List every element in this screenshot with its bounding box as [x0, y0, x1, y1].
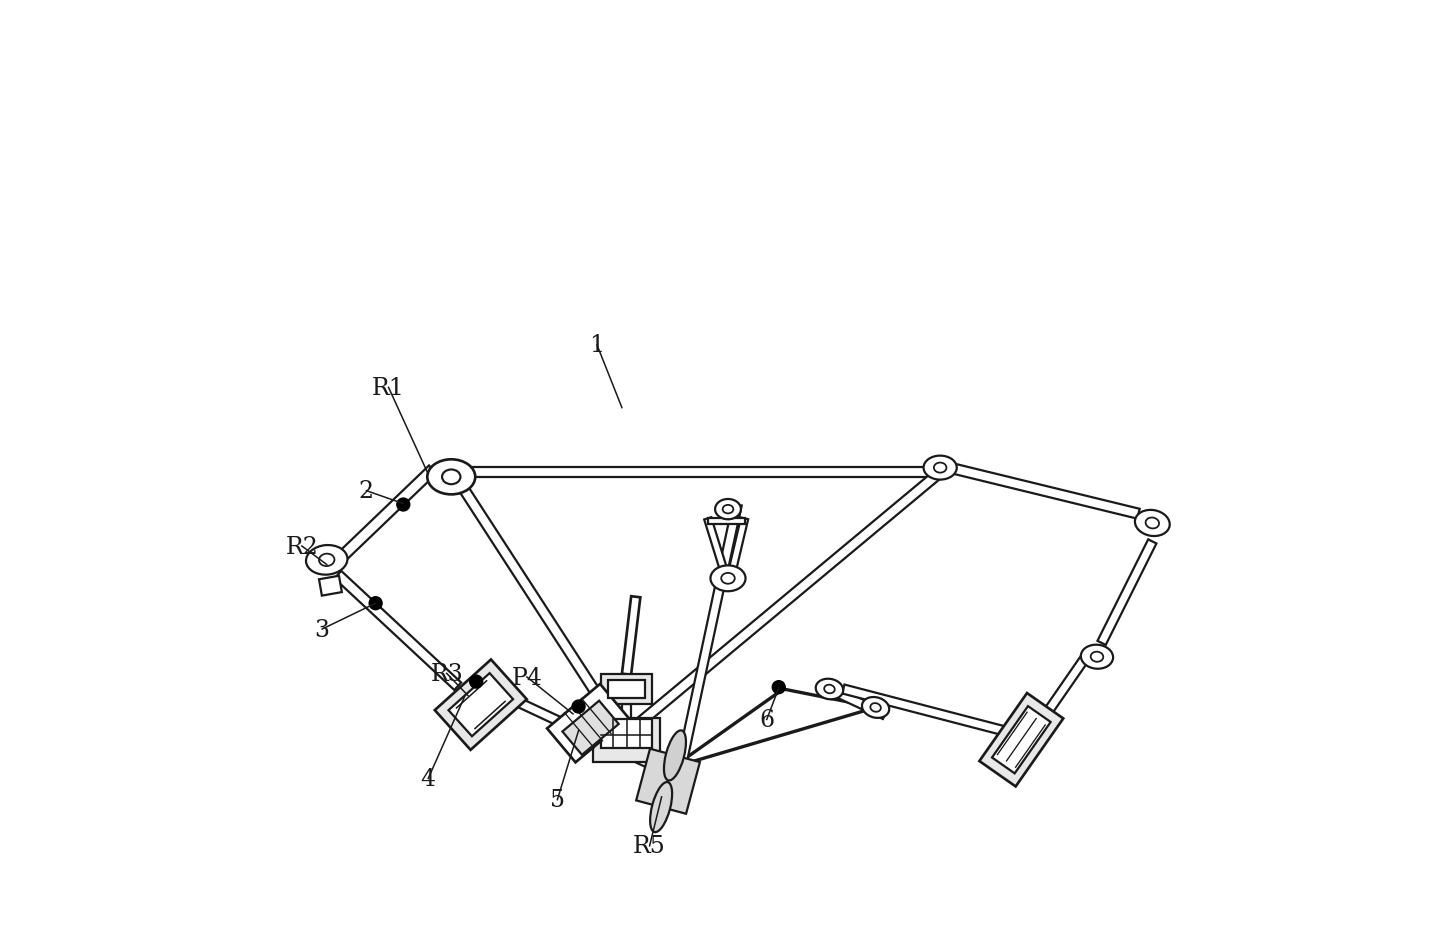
Text: 6: 6: [759, 708, 775, 731]
Text: 2: 2: [358, 479, 374, 502]
Polygon shape: [448, 673, 513, 736]
Ellipse shape: [1080, 645, 1112, 669]
Polygon shape: [609, 680, 645, 698]
Ellipse shape: [664, 730, 686, 781]
Ellipse shape: [824, 685, 834, 693]
Ellipse shape: [1146, 518, 1159, 529]
Polygon shape: [1041, 654, 1089, 719]
Polygon shape: [708, 518, 744, 525]
Text: 3: 3: [314, 618, 329, 641]
Polygon shape: [992, 706, 1051, 773]
Polygon shape: [842, 685, 1005, 735]
Circle shape: [572, 700, 585, 713]
Polygon shape: [601, 718, 652, 748]
Text: R2: R2: [285, 535, 319, 558]
Polygon shape: [622, 597, 641, 675]
Polygon shape: [547, 684, 629, 763]
Polygon shape: [827, 685, 887, 719]
Ellipse shape: [722, 505, 734, 514]
Polygon shape: [980, 693, 1063, 787]
Polygon shape: [636, 749, 700, 814]
Polygon shape: [562, 701, 619, 755]
Circle shape: [397, 499, 409, 512]
Polygon shape: [622, 704, 630, 718]
Polygon shape: [335, 571, 462, 691]
Ellipse shape: [1134, 511, 1169, 537]
Polygon shape: [451, 467, 941, 477]
Polygon shape: [1098, 540, 1156, 645]
Ellipse shape: [933, 464, 946, 473]
Text: 5: 5: [550, 788, 565, 811]
Polygon shape: [729, 518, 748, 570]
Ellipse shape: [871, 704, 881, 712]
Ellipse shape: [923, 456, 957, 480]
Polygon shape: [435, 660, 527, 750]
Text: 4: 4: [421, 768, 435, 790]
Polygon shape: [948, 464, 1140, 519]
Polygon shape: [594, 702, 661, 770]
Text: 1: 1: [590, 334, 604, 357]
Circle shape: [370, 597, 381, 610]
Polygon shape: [676, 504, 741, 773]
Ellipse shape: [711, 565, 745, 591]
Ellipse shape: [443, 470, 460, 485]
Ellipse shape: [319, 554, 335, 566]
Polygon shape: [601, 675, 652, 704]
Polygon shape: [339, 466, 437, 560]
Polygon shape: [319, 576, 342, 596]
Text: P4: P4: [511, 666, 543, 689]
Text: R3: R3: [431, 662, 463, 685]
Text: R5: R5: [633, 834, 665, 857]
Ellipse shape: [815, 679, 843, 700]
Ellipse shape: [427, 460, 475, 495]
Polygon shape: [451, 475, 622, 729]
Ellipse shape: [651, 782, 673, 832]
Polygon shape: [632, 469, 943, 730]
Circle shape: [470, 676, 482, 689]
Ellipse shape: [862, 697, 890, 718]
Ellipse shape: [721, 573, 735, 584]
Text: R1: R1: [373, 376, 405, 400]
Polygon shape: [705, 517, 727, 570]
Ellipse shape: [306, 545, 348, 575]
Ellipse shape: [1091, 652, 1104, 662]
Polygon shape: [502, 692, 654, 769]
Ellipse shape: [715, 500, 741, 520]
Circle shape: [772, 681, 785, 694]
Polygon shape: [594, 717, 660, 762]
